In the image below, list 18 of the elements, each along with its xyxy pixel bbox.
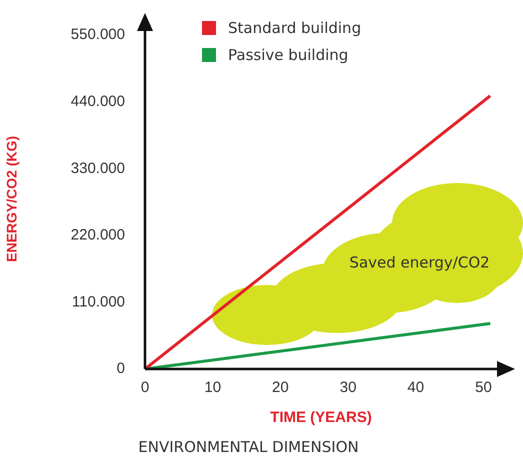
y-tick-label: 330.000 <box>70 160 125 177</box>
x-axis-title: TIME (YEARS) <box>270 409 372 426</box>
legend-label: Passive building <box>228 46 348 64</box>
x-tick-label: 40 <box>407 379 424 396</box>
x-tick-label: 30 <box>340 379 356 396</box>
y-tick-label: 220.000 <box>70 226 125 244</box>
annotation: Saved energy/CO2 <box>349 253 490 272</box>
text: ENVIRONMENTAL DIMENSION <box>138 438 359 456</box>
x-tick-label: 10 <box>204 379 222 396</box>
x-tick-label: 50 <box>475 379 492 396</box>
y-axis-title: ENERGY/CO2 (KG) <box>3 136 20 262</box>
x-tick-label: 20 <box>272 379 289 396</box>
y-tick-label: 0 <box>116 360 125 378</box>
y-tick-label: 550.000 <box>70 26 125 44</box>
x-tick-label: 0 <box>140 379 150 396</box>
y-tick-label: 110.000 <box>72 293 125 310</box>
y-tick-label: 440.000 <box>70 93 125 110</box>
legend-label: Standard building <box>228 18 362 36</box>
